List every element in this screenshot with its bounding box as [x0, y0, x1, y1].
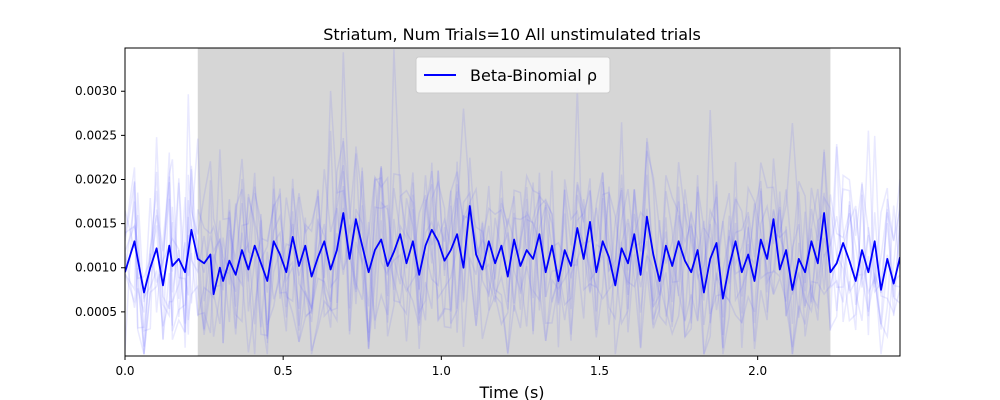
trial-trace [125, 94, 900, 350]
x-axis-label: Time (s) [478, 383, 544, 400]
plot-frame [124, 47, 901, 357]
chart-title: Striatum, Num Trials=10 All unstimulated… [323, 25, 701, 44]
y-tick-label: 0.0015 [75, 217, 117, 231]
legend-box [415, 56, 611, 94]
y-axis: 0.0005 0.0010 0.0015 0.0020 0.0025 0.0030 [75, 84, 125, 319]
x-tick-label: 1.0 [432, 364, 451, 378]
y-tick-label: 0.0030 [75, 84, 117, 98]
x-axis: 0.0 0.5 1.0 1.5 2.0 [115, 356, 767, 378]
trial-traces [125, 49, 900, 355]
shaded-region [197, 48, 831, 356]
x-tick-label: 0.5 [274, 364, 293, 378]
trial-trace [125, 135, 900, 355]
x-tick-label: 1.5 [590, 364, 609, 378]
trial-trace [125, 123, 900, 355]
trial-trace [125, 137, 900, 355]
legend-label: Beta-Binomial ρ [470, 66, 597, 85]
y-tick-label: 0.0005 [75, 305, 117, 319]
trial-trace [125, 159, 900, 355]
trial-trace [125, 90, 900, 355]
y-tick-label: 0.0020 [75, 172, 117, 186]
trial-trace [125, 87, 900, 353]
y-tick-label: 0.0025 [75, 128, 117, 142]
x-tick-label: 0.0 [115, 364, 134, 378]
series-line-beta-binomial [125, 205, 900, 300]
y-tick-label: 0.0010 [75, 261, 117, 275]
legend: Beta-Binomial ρ [415, 56, 611, 94]
plot-area [124, 47, 901, 357]
x-tick-label: 2.0 [748, 364, 767, 378]
trial-trace [125, 49, 900, 355]
